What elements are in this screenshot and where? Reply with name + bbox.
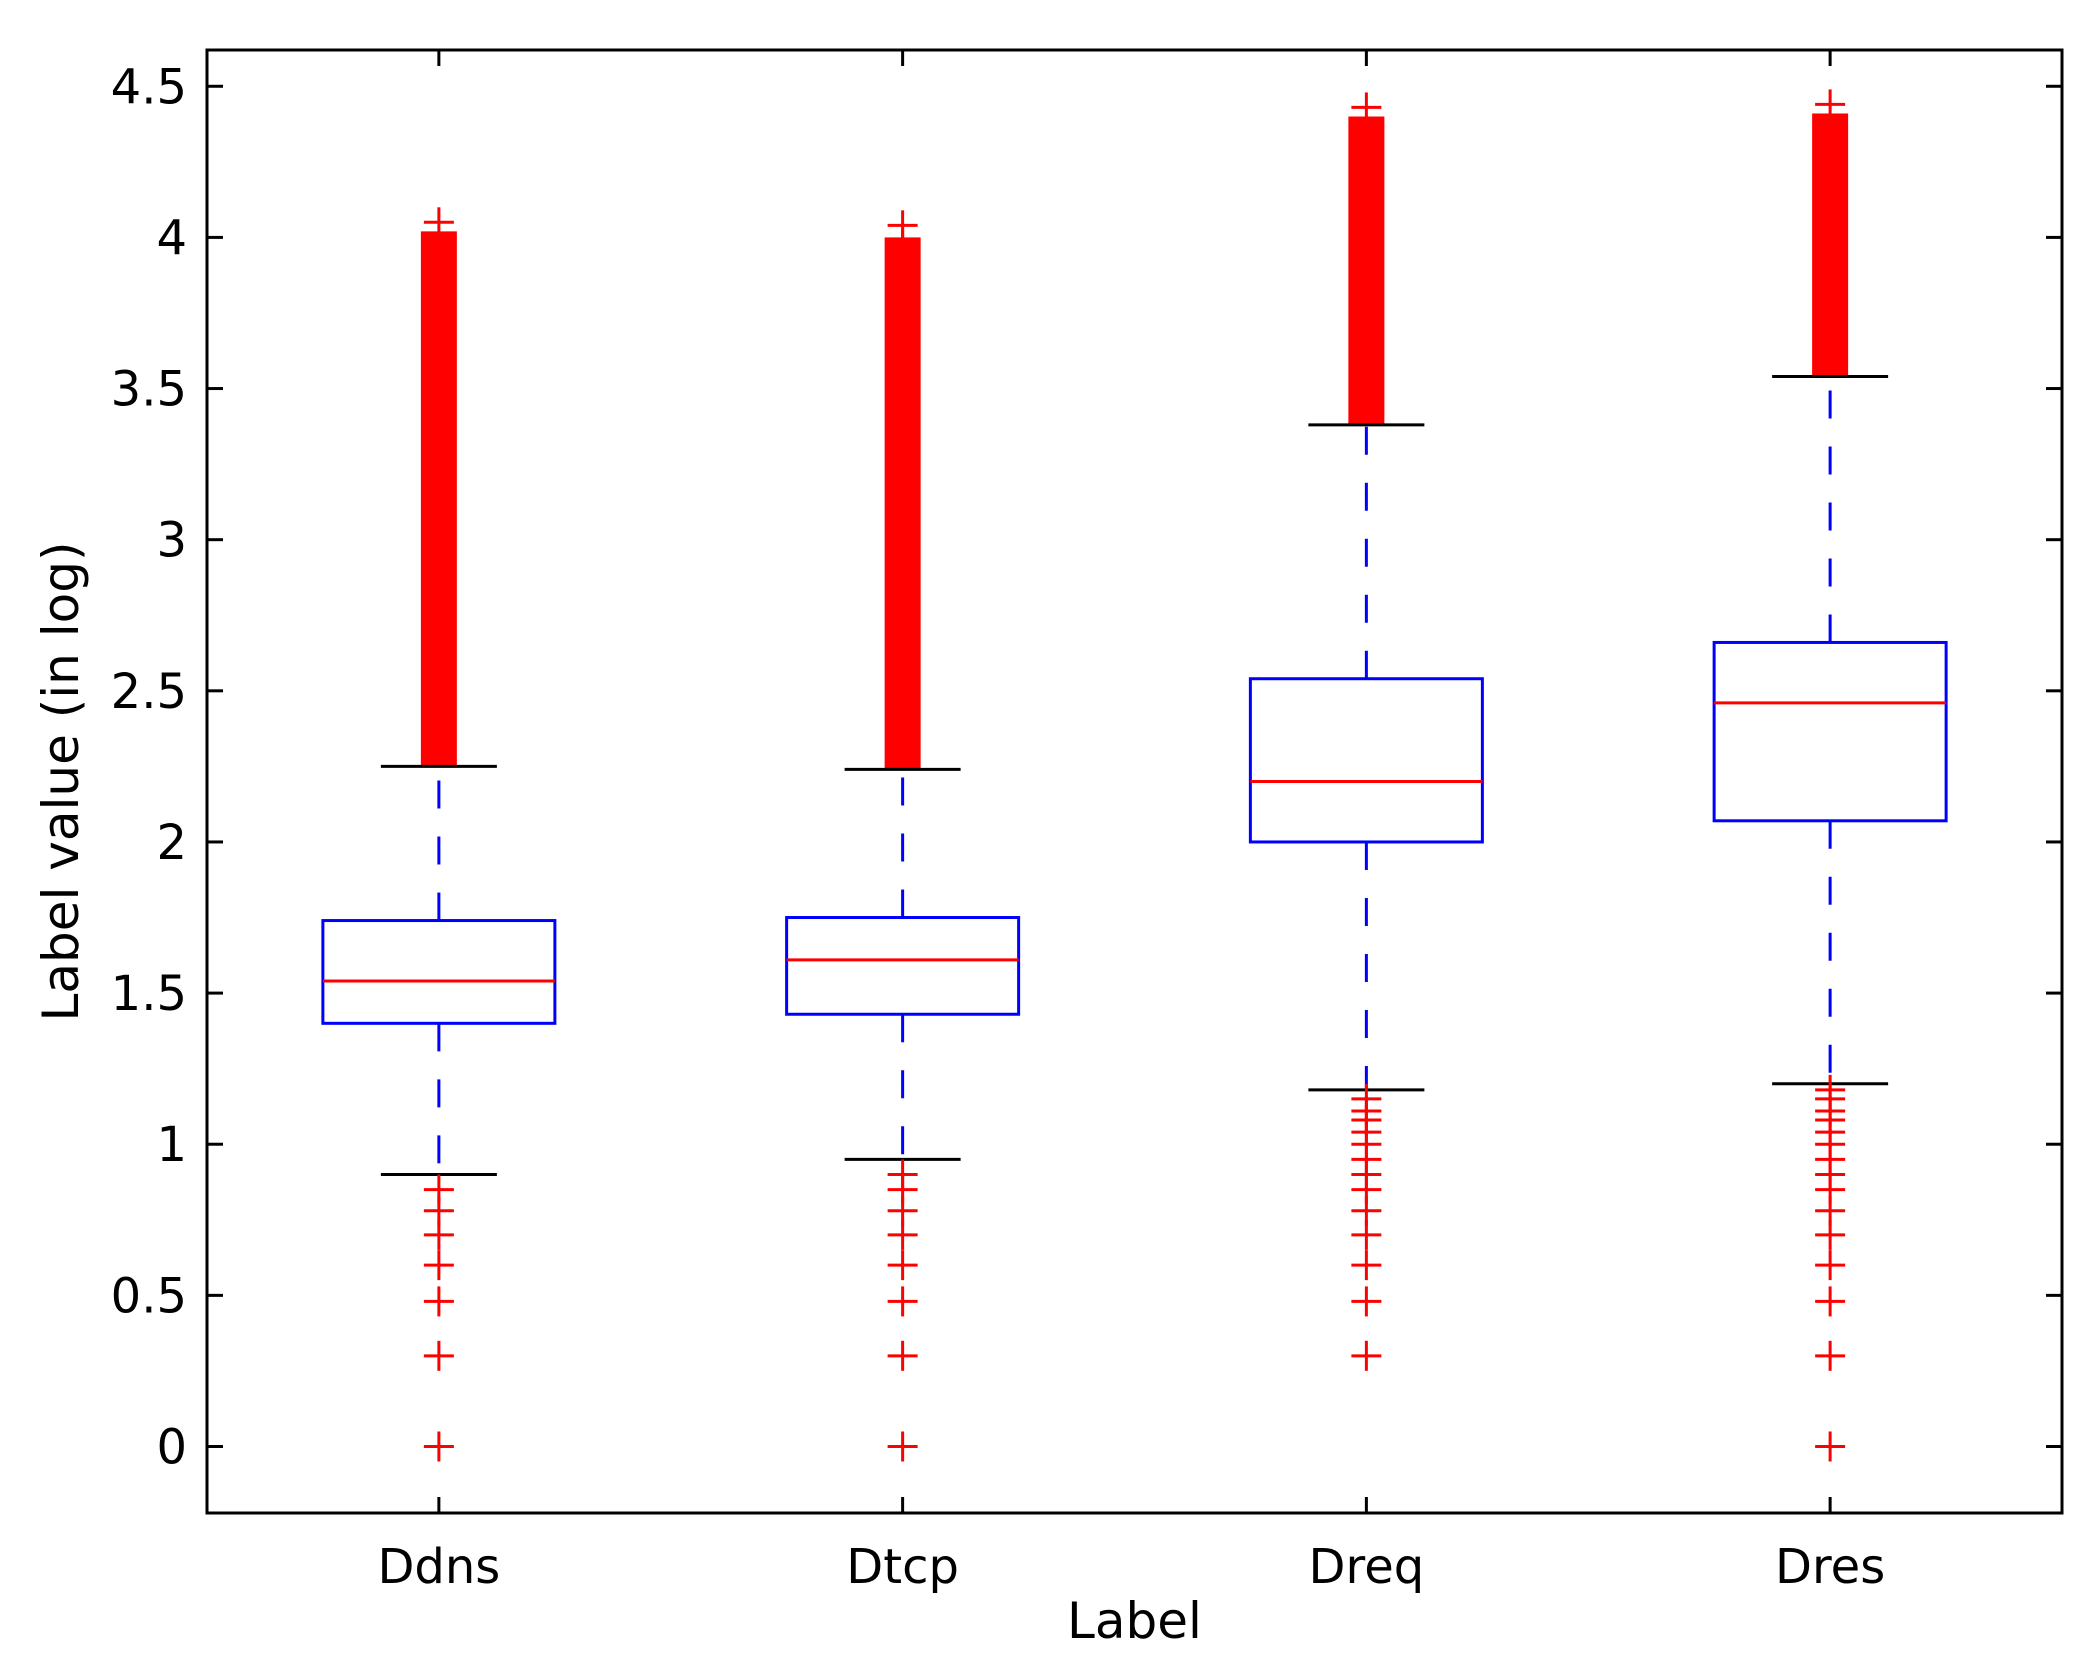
y-axis-title: Label value (in log) bbox=[32, 542, 90, 1022]
y-tick-label: 1 bbox=[156, 1117, 187, 1173]
iqr-box bbox=[321, 919, 557, 1025]
axes-frame bbox=[205, 48, 2064, 1515]
box-group-dtcp bbox=[785, 210, 1021, 1462]
box-group-dres bbox=[1712, 89, 1948, 1462]
x-tick-label: Ddns bbox=[377, 1539, 500, 1595]
axes: 0 0.5 1 1.5 2 2.5 3 3.5 4 4.5 Ddns Dtcp Dreq Dres bbox=[111, 50, 2062, 1595]
iqr-box bbox=[1712, 640, 1948, 823]
y-tick-label: 1.5 bbox=[111, 966, 187, 1022]
iqr-box bbox=[1248, 677, 1484, 844]
upper-outlier-band bbox=[420, 231, 457, 767]
x-tick-label: Dreq bbox=[1309, 1539, 1425, 1595]
plot-area bbox=[321, 89, 1948, 1462]
y-tick-label: 0.5 bbox=[111, 1268, 187, 1324]
upper-outlier-band bbox=[1812, 113, 1849, 377]
box-group-dreq bbox=[1248, 92, 1484, 1371]
iqr-box bbox=[785, 916, 1021, 1016]
y-tick-label: 3.5 bbox=[111, 362, 187, 418]
x-tick-label: Dtcp bbox=[846, 1539, 959, 1595]
y-tick-label: 2.5 bbox=[111, 664, 187, 720]
y-tick-label: 3 bbox=[156, 513, 187, 569]
y-tick-label: 0 bbox=[156, 1420, 187, 1476]
x-axis-title: Label bbox=[1067, 1592, 1202, 1650]
x-tick-label: Dres bbox=[1775, 1539, 1885, 1595]
y-tick-label: 2 bbox=[156, 815, 187, 871]
y-tick-label: 4.5 bbox=[111, 59, 187, 115]
y-tick-label: 4 bbox=[156, 210, 187, 266]
box-group-ddns bbox=[321, 207, 557, 1462]
upper-outlier-band bbox=[884, 237, 921, 770]
